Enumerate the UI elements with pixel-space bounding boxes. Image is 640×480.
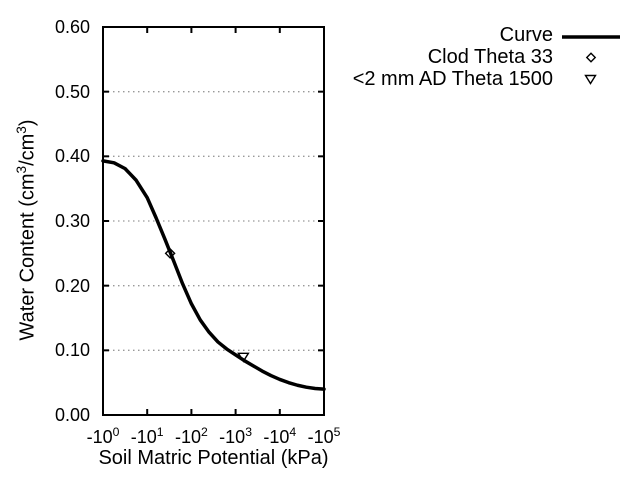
legend-label-clod-theta33: Clod Theta 33 (427, 46, 553, 68)
x-tick-exponent: 5 (333, 425, 341, 439)
x-tick-label: -103 (204, 421, 268, 448)
x-tick-exponent: 4 (289, 425, 297, 439)
x-axis-title: Soil Matric Potential (kPa) (98, 447, 329, 469)
x-tick-base: -10 (263, 427, 290, 447)
legend-label-curve: Curve (499, 24, 553, 46)
legend-triangle-down-icon (584, 74, 597, 85)
x-tick-exponent: 1 (156, 425, 164, 439)
y-tick-label: 0.50 (54, 81, 90, 102)
ad-theta1500-triangle-marker (237, 352, 250, 363)
x-tick-label: -105 (292, 421, 356, 448)
x-tick-exponent: 3 (245, 425, 252, 439)
y-tick-label: 0.40 (54, 146, 90, 167)
y-axis-title-text: Water Content (cm (16, 173, 39, 341)
x-tick-base: -10 (174, 427, 201, 447)
x-tick-exponent: 0 (112, 425, 120, 439)
x-tick-label: -100 (71, 421, 135, 448)
x-tick-base: -10 (307, 427, 334, 447)
y-tick-label: 0.30 (54, 211, 90, 231)
y-tick-label: 0.60 (54, 17, 90, 37)
gridlines (103, 91, 324, 351)
legend-marker-samples (562, 35, 620, 85)
y-axis-title-sup2: 3 (14, 126, 29, 134)
plot-border (102, 26, 325, 416)
x-tick-base: -10 (130, 427, 157, 447)
legend-label-ad-theta1500: <2 mm AD Theta 1500 (352, 68, 553, 90)
y-axis-title-post: ) (16, 119, 39, 127)
y-tick-label: 0.00 (54, 405, 90, 425)
y-axis-title-sup1: 3 (14, 165, 29, 174)
x-tick-base: -10 (86, 427, 113, 447)
x-tick-base: -10 (219, 427, 246, 447)
x-tick-label: -104 (248, 421, 312, 448)
y-axis-title: Water Content (cm3/cm3) (9, 70, 39, 390)
y-tick-label: 0.10 (54, 340, 90, 361)
x-tick-label: -101 (115, 421, 179, 448)
clod-theta33-diamond-marker (164, 247, 176, 259)
curve-line (101, 159, 326, 391)
x-tick-label: -102 (159, 421, 223, 448)
x-tick-exponent: 2 (200, 425, 208, 439)
y-axis-title-mid: /cm (16, 133, 39, 166)
y-tick-label: 0.20 (54, 275, 90, 296)
legend-diamond-icon (585, 52, 597, 63)
